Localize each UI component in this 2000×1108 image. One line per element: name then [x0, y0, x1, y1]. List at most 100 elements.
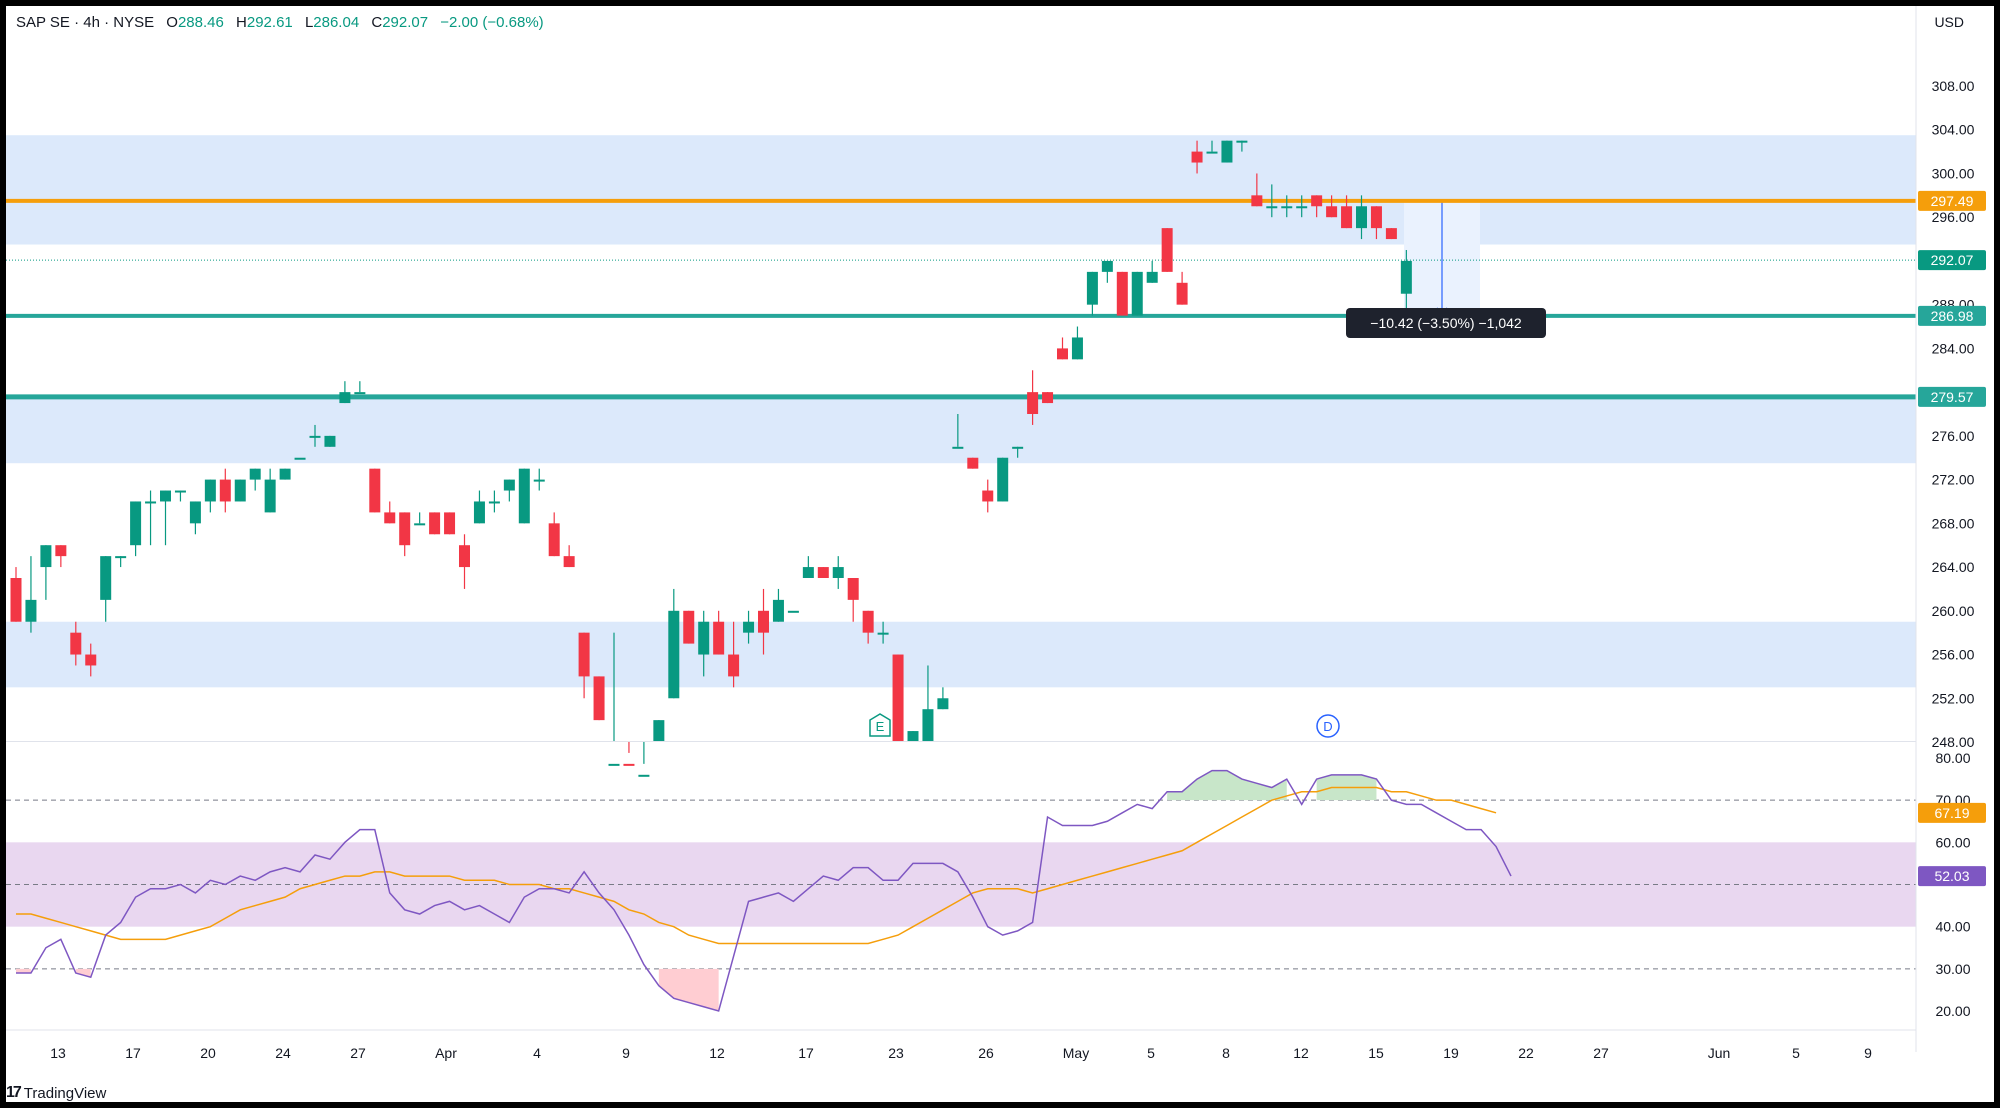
- candle-64[interactable]: [967, 457, 979, 469]
- candle-88[interactable]: [1326, 206, 1338, 218]
- candle-4[interactable]: [70, 632, 82, 655]
- candle-42[interactable]: [638, 774, 650, 777]
- candle-22[interactable]: [339, 392, 351, 404]
- candle-48[interactable]: [728, 654, 740, 677]
- candle-93[interactable]: [1400, 260, 1412, 294]
- candle-70[interactable]: [1057, 348, 1068, 360]
- candle-56[interactable]: [847, 578, 859, 600]
- candle-61[interactable]: [922, 709, 934, 742]
- last-price-tag[interactable]: [1918, 250, 1986, 271]
- candle-72[interactable]: [1086, 271, 1098, 305]
- candle-33[interactable]: [503, 479, 515, 491]
- candle-37[interactable]: [563, 556, 575, 568]
- candle-20[interactable]: [309, 435, 321, 438]
- candle-41[interactable]: [623, 763, 635, 766]
- currency-label[interactable]: USD: [1934, 14, 1964, 30]
- candle-34[interactable]: [518, 468, 530, 524]
- candle-71[interactable]: [1071, 337, 1083, 360]
- symbol-label[interactable]: SAP SE · 4h · NYSE: [16, 14, 155, 31]
- candle-39[interactable]: [593, 676, 605, 721]
- candle-92[interactable]: [1385, 228, 1397, 240]
- level-tag-0[interactable]: [1918, 190, 1986, 211]
- candle-82[interactable]: [1236, 140, 1248, 143]
- candle-79[interactable]: [1191, 151, 1203, 163]
- candle-36[interactable]: [548, 523, 560, 557]
- candle-9[interactable]: [145, 501, 157, 504]
- candle-12[interactable]: [189, 501, 201, 524]
- candle-65[interactable]: [982, 490, 994, 502]
- candle-7[interactable]: [115, 556, 127, 559]
- candle-35[interactable]: [533, 479, 545, 482]
- candle-5[interactable]: [85, 654, 97, 666]
- candle-55[interactable]: [832, 567, 844, 578]
- candle-21[interactable]: [324, 435, 336, 447]
- earnings-marker[interactable]: [869, 713, 891, 737]
- candle-53[interactable]: [802, 567, 814, 578]
- candle-85[interactable]: [1281, 206, 1293, 209]
- candle-74[interactable]: [1116, 271, 1128, 316]
- candle-60[interactable]: [907, 731, 919, 742]
- candle-3[interactable]: [55, 545, 67, 557]
- candle-52[interactable]: [787, 610, 799, 613]
- rsi-value-tag[interactable]: [1918, 866, 1986, 887]
- candle-49[interactable]: [743, 621, 755, 633]
- candle-40[interactable]: [608, 763, 620, 766]
- candle-19[interactable]: [294, 457, 306, 460]
- level-tag-1[interactable]: [1918, 305, 1986, 326]
- tradingview-logo[interactable]: 17 TradingView: [6, 1084, 106, 1102]
- candle-43[interactable]: [653, 720, 665, 742]
- candle-2[interactable]: [40, 545, 52, 568]
- candle-14[interactable]: [219, 479, 231, 502]
- candle-68[interactable]: [1027, 392, 1039, 414]
- candle-45[interactable]: [683, 610, 695, 644]
- candle-83[interactable]: [1251, 195, 1263, 207]
- candle-17[interactable]: [264, 479, 276, 513]
- candle-87[interactable]: [1311, 195, 1323, 207]
- candle-11[interactable]: [174, 490, 186, 493]
- candle-31[interactable]: [473, 501, 485, 524]
- candle-44[interactable]: [668, 610, 680, 699]
- candle-32[interactable]: [488, 501, 500, 504]
- candle-38[interactable]: [578, 632, 590, 677]
- candle-6[interactable]: [100, 556, 112, 600]
- rsi-ma-line[interactable]: [16, 786, 1497, 945]
- candle-67[interactable]: [1012, 446, 1024, 449]
- candle-1[interactable]: [25, 599, 37, 622]
- candle-27[interactable]: [414, 523, 426, 526]
- rsi-line[interactable]: [16, 769, 1512, 1012]
- candle-16[interactable]: [249, 468, 261, 480]
- candle-77[interactable]: [1161, 228, 1173, 272]
- candle-73[interactable]: [1101, 260, 1113, 272]
- candle-76[interactable]: [1146, 271, 1158, 283]
- candle-58[interactable]: [877, 632, 889, 635]
- candle-63[interactable]: [952, 446, 964, 449]
- candle-84[interactable]: [1266, 206, 1278, 209]
- candle-54[interactable]: [817, 567, 829, 578]
- candle-89[interactable]: [1341, 206, 1353, 229]
- candle-66[interactable]: [997, 457, 1009, 502]
- candle-8[interactable]: [130, 501, 142, 546]
- candle-80[interactable]: [1206, 151, 1218, 154]
- candle-18[interactable]: [279, 468, 291, 480]
- candle-91[interactable]: [1370, 206, 1382, 229]
- candle-30[interactable]: [459, 545, 470, 568]
- candle-75[interactable]: [1131, 271, 1143, 316]
- candle-24[interactable]: [369, 468, 381, 513]
- candle-69[interactable]: [1042, 392, 1054, 404]
- candle-81[interactable]: [1221, 140, 1233, 163]
- candle-51[interactable]: [772, 599, 784, 622]
- candle-47[interactable]: [713, 621, 725, 655]
- candle-23[interactable]: [354, 392, 366, 395]
- candle-26[interactable]: [399, 512, 411, 546]
- candle-78[interactable]: [1176, 282, 1188, 305]
- dividend-marker[interactable]: [1316, 714, 1340, 738]
- candle-25[interactable]: [384, 512, 396, 524]
- candle-15[interactable]: [234, 479, 246, 502]
- candle-29[interactable]: [444, 512, 456, 535]
- candle-90[interactable]: [1356, 206, 1367, 229]
- candle-59[interactable]: [892, 654, 904, 742]
- candle-50[interactable]: [758, 610, 769, 633]
- candle-57[interactable]: [862, 610, 874, 633]
- rsi-ma-tag[interactable]: [1918, 802, 1986, 823]
- candle-86[interactable]: [1296, 206, 1308, 209]
